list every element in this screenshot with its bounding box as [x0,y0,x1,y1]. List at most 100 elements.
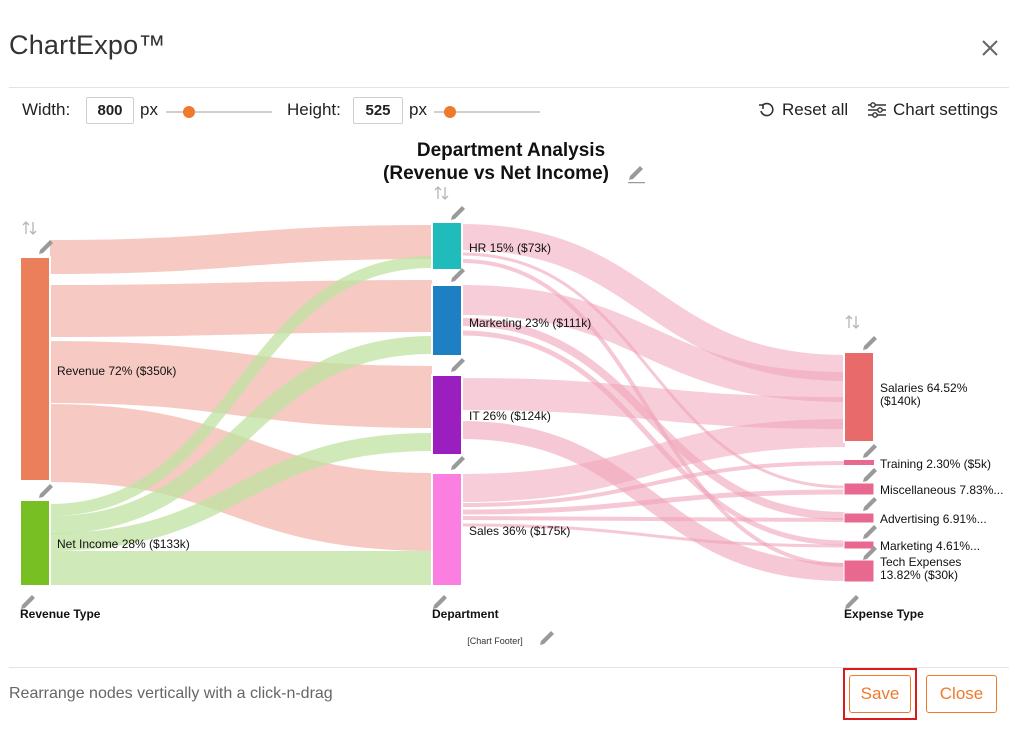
node-advertising[interactable] [843,512,875,524]
pencil-icon[interactable] [451,268,465,282]
close-icon[interactable] [978,36,1002,60]
pencil-icon[interactable] [451,358,465,372]
height-unit: px [409,100,427,119]
link-netincome-it [49,433,433,551]
chart-title-group: Department Analysis (Revenue vs Net Inco… [383,140,609,184]
link-netincome-marketing [49,336,433,534]
reset-all-button[interactable]: Reset all [758,100,848,120]
save-button[interactable]: Save [849,675,911,713]
sort-icon-col2[interactable] [434,186,449,200]
pencil-icon[interactable] [863,497,877,511]
link-it-salaries [461,378,846,429]
height-input[interactable]: 525 [353,97,403,124]
reset-icon [759,102,774,117]
save-highlight-box [843,668,917,720]
link-revenue-hr [49,225,433,274]
pencil-icon[interactable] [21,595,35,609]
height-label: Height: [287,100,341,119]
width-slider[interactable] [166,111,272,113]
pencil-icon[interactable] [39,484,53,498]
label-tech-line1: Tech Expenses [880,555,961,569]
link-sales-training [461,461,846,507]
pencil-icon[interactable] [451,206,465,220]
chart-settings-button[interactable]: Chart settings [867,100,998,120]
chart-title-line2: (Revenue vs Net Income) [383,163,609,184]
label-salaries-line1: Salaries 64.52% [880,381,968,395]
node-training[interactable] [844,460,874,465]
label-training: Training 2.30% ($5k) [880,457,991,471]
label-tech-line2: 13.82% ($30k) [880,568,958,582]
chart-settings-label: Chart settings [893,100,998,119]
drag-hint: Rearrange nodes vertically with a click-… [9,685,333,702]
link-revenue-marketing [49,280,433,337]
width-slider-thumb[interactable] [183,106,195,118]
node-it[interactable] [431,374,463,456]
axis-label-department: Department [432,607,499,621]
label-tech: Tech Expenses 13.82% ($30k) [880,555,965,582]
pencil-icon[interactable] [863,468,877,482]
height-slider[interactable] [434,111,540,113]
node-sales[interactable] [431,472,463,587]
link-layer [49,224,846,586]
link-sales-adv [461,516,846,522]
label-revenue: Revenue 72% ($350k) [57,364,176,378]
close-button[interactable]: Close [926,675,997,713]
pencil-icon[interactable] [863,525,877,539]
link-marketing-mkt [461,330,846,546]
label-it: IT 26% ($124k) [469,409,551,423]
node-net-income[interactable] [19,499,51,587]
link-sales-mkt [461,523,846,548]
width-input[interactable]: 800 [86,97,134,124]
node-tech[interactable] [843,559,875,583]
pencil-icon[interactable] [845,595,859,609]
label-salaries: Salaries 64.52% ($140k) [880,381,971,408]
link-marketing-salaries [461,285,846,402]
label-marketing: Marketing 23% ($111k) [469,316,591,330]
sliders-icon [868,102,886,118]
sankey-chart: Department Analysis (Revenue vs Net Inco… [19,140,1003,646]
chart-footer[interactable]: [Chart Footer] [467,636,523,646]
link-netincome-hr [49,256,433,516]
height-slider-thumb[interactable] [444,106,456,118]
edit-icons [21,166,877,645]
sort-icon-col3[interactable] [845,315,860,329]
node-label-layer: Revenue 72% ($350k) Net Income 28% ($133… [57,241,1003,582]
pencil-icon[interactable] [451,456,465,470]
label-advertising: Advertising 6.91%... [880,512,987,526]
footer-divider [9,667,1009,668]
chart-title-line1: Department Analysis [417,140,605,161]
link-sales-salaries [461,419,846,502]
link-revenue-sales [49,404,433,551]
axis-label-expense-type: Expense Type [844,607,924,621]
pencil-icon[interactable] [39,240,53,254]
pencil-icon[interactable] [863,444,877,458]
header-divider [9,87,1009,88]
sort-arrows [22,186,860,329]
width-label: Width: [22,100,71,119]
node-layer [19,221,875,587]
app-title: ChartExpo™ [9,30,166,60]
node-marketing[interactable] [431,284,463,357]
pencil-icon[interactable] [433,595,447,609]
width-unit: px [140,100,158,119]
reset-all-label: Reset all [782,100,849,119]
pencil-icon[interactable] [863,336,877,350]
link-hr-misc [461,252,846,489]
node-misc[interactable] [843,482,875,496]
label-hr: HR 15% ($73k) [469,241,551,255]
pencil-icon[interactable] [863,546,877,560]
axis-label-revenue-type: Revenue Type [20,607,101,621]
label-salaries-line2: ($140k) [880,394,921,408]
link-sales-misc [461,489,846,515]
node-marketing-expense[interactable] [843,540,875,550]
node-revenue[interactable] [19,256,51,482]
sort-icon-col1[interactable] [22,221,37,235]
node-salaries[interactable] [843,351,875,443]
label-sales: Sales 36% ($175k) [469,524,570,538]
link-hr-salaries [461,224,846,381]
label-net-income: Net Income 28% ($133k) [57,537,190,551]
pencil-icon[interactable] [540,631,554,645]
label-marketing-expense: Marketing 4.61%... [880,539,980,553]
pencil-icon[interactable] [628,166,645,184]
node-hr[interactable] [431,221,463,271]
